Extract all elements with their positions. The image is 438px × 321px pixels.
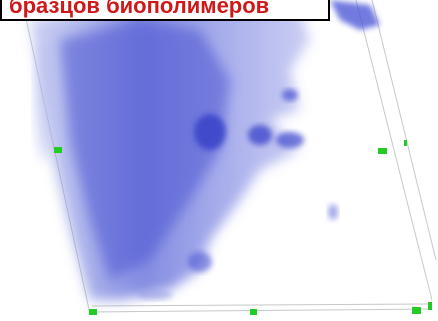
caption-text: бразцов биополимеров [9,0,269,18]
volume-cloud [30,0,380,300]
page: бразцов биополимеров (() => { const data… [0,0,438,321]
caption-box: бразцов биополимеров [1,0,329,20]
volume-render: бразцов биополимеров [0,0,438,321]
